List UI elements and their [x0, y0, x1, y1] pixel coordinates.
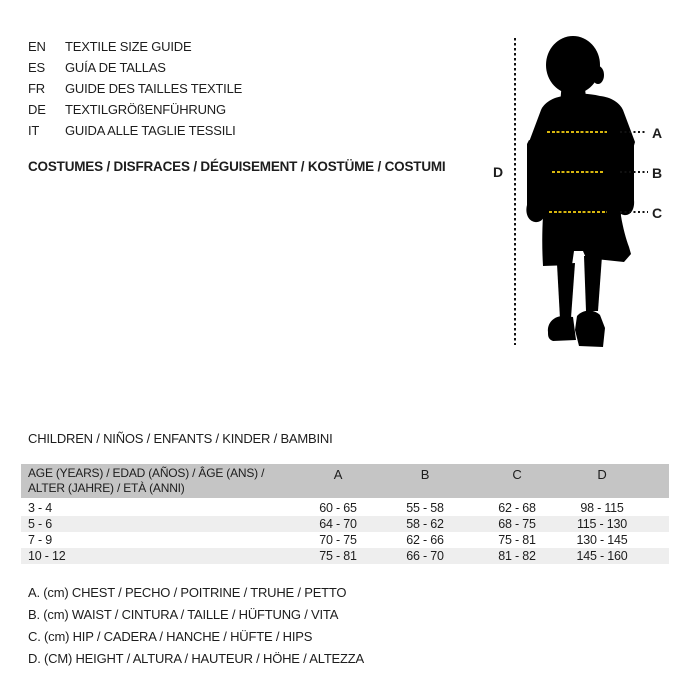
legend-chest: A. (cm) CHEST / PECHO / POITRINE / TRUHE…: [28, 584, 347, 600]
age-cell: 10 - 12: [28, 549, 66, 563]
age-column-header: AGE (YEARS) / EDAD (AÑOS) / ÂGE (ANS) / …: [21, 464, 291, 496]
legend-waist: B. (cm) WAIST / CINTURA / TAILLE / HÜFTU…: [28, 606, 339, 622]
chest-cell: 75 - 81: [319, 549, 357, 563]
hip-cell: 62 - 68: [498, 501, 536, 515]
measure-label-chest: A: [652, 125, 663, 141]
waist-cell: 66 - 70: [406, 549, 444, 563]
chest-measure-dash: [547, 131, 607, 133]
hip-measure-leader: [620, 211, 648, 213]
table-row: 7 - 9 70 - 75 62 - 66 75 - 81 130 - 145: [21, 532, 669, 548]
language-code: FR: [28, 81, 45, 96]
hip-cell: 81 - 82: [498, 549, 536, 563]
language-row-en: EN TEXTILE SIZE GUIDE: [28, 36, 242, 57]
age-header-line2: ALTER (JAHRE) / ETÀ (ANNI): [28, 481, 185, 495]
language-row-fr: FR GUIDE DES TAILLES TEXTILE: [28, 78, 242, 99]
chest-cell: 60 - 65: [319, 501, 357, 515]
size-table: AGE (YEARS) / EDAD (AÑOS) / ÂGE (ANS) / …: [21, 464, 669, 564]
language-code: IT: [28, 123, 40, 138]
table-row: 3 - 4 60 - 65 55 - 58 62 - 68 98 - 115: [21, 500, 669, 516]
hip-measure-dash: [549, 211, 607, 213]
table-row: 5 - 6 64 - 70 58 - 62 68 - 75 115 - 130: [21, 516, 669, 532]
waist-cell: 55 - 58: [406, 501, 444, 515]
waist-measure-leader: [620, 171, 648, 173]
measure-label-hip: C: [652, 205, 663, 221]
hip-cell: 75 - 81: [498, 533, 536, 547]
height-measure-line: [514, 38, 516, 345]
language-code: EN: [28, 39, 46, 54]
column-header-c: C: [512, 467, 522, 482]
height-cell: 115 - 130: [576, 517, 628, 531]
chest-measure-leader: [620, 131, 646, 133]
language-guide-list: EN TEXTILE SIZE GUIDE ES GUÍA DE TALLAS …: [28, 36, 242, 141]
column-header-b: B: [420, 467, 430, 482]
language-label: TEXTILE SIZE GUIDE: [65, 39, 192, 54]
height-cell: 98 - 115: [580, 501, 624, 515]
language-row-de: DE TEXTILGRÖßENFÜHRUNG: [28, 99, 242, 120]
category-title: COSTUMES / DISFRACES / DÉGUISEMENT / KOS…: [28, 159, 446, 174]
language-label: GUIDA ALLE TAGLIE TESSILI: [65, 123, 236, 138]
waist-measure-dash: [552, 171, 605, 173]
height-cell: 130 - 145: [576, 533, 628, 547]
language-code: ES: [28, 60, 45, 75]
chest-cell: 64 - 70: [319, 517, 357, 531]
table-row: 10 - 12 75 - 81 66 - 70 81 - 82 145 - 16…: [21, 548, 669, 564]
waist-cell: 58 - 62: [406, 517, 444, 531]
language-label: GUIDE DES TAILLES TEXTILE: [65, 81, 243, 96]
legend-hip: C. (cm) HIP / CADERA / HANCHE / HÜFTE / …: [28, 628, 313, 644]
age-cell: 7 - 9: [28, 533, 53, 547]
measurement-figure: A B C D: [480, 20, 700, 365]
legend-height: D. (CM) HEIGHT / ALTURA / HAUTEUR / HÖHE…: [28, 650, 364, 666]
column-header-d: D: [597, 467, 607, 482]
measurement-legend: A. (cm) CHEST / PECHO / POITRINE / TRUHE…: [28, 581, 364, 669]
age-header-line1: AGE (YEARS) / EDAD (AÑOS) / ÂGE (ANS) /: [28, 466, 265, 480]
language-row-it: IT GUIDA ALLE TAGLIE TESSILI: [28, 120, 242, 141]
size-table-header: AGE (YEARS) / EDAD (AÑOS) / ÂGE (ANS) / …: [21, 464, 669, 498]
chest-cell: 70 - 75: [319, 533, 357, 547]
measure-label-height: D: [493, 164, 504, 180]
age-cell: 3 - 4: [28, 501, 53, 515]
measure-label-waist: B: [652, 165, 663, 181]
hip-cell: 68 - 75: [498, 517, 536, 531]
children-section-title: CHILDREN / NIÑOS / ENFANTS / KINDER / BA…: [28, 431, 333, 446]
height-cell: 145 - 160: [576, 549, 628, 563]
column-header-a: A: [333, 467, 343, 482]
language-code: DE: [28, 102, 46, 117]
language-label: GUÍA DE TALLAS: [65, 60, 166, 75]
child-silhouette-icon: [526, 36, 635, 347]
language-row-es: ES GUÍA DE TALLAS: [28, 57, 242, 78]
age-cell: 5 - 6: [28, 517, 53, 531]
language-label: TEXTILGRÖßENFÜHRUNG: [65, 102, 226, 117]
waist-cell: 62 - 66: [406, 533, 444, 547]
